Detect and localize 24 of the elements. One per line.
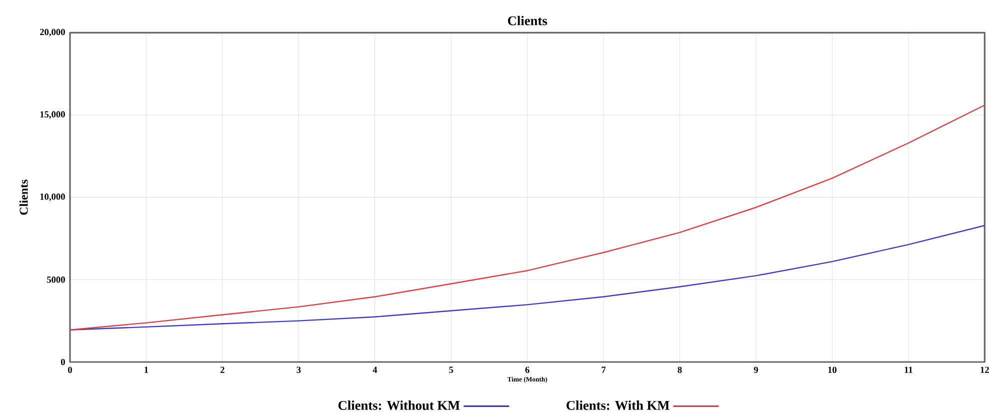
y-axis-title: Clients (19, 180, 28, 215)
line-series (70, 104, 985, 330)
y-tick-label: 5000 (47, 276, 65, 283)
legend-label: Clients: With KM (566, 400, 670, 410)
x-tick-label: 12 (980, 366, 989, 373)
x-tick-label: 0 (68, 366, 72, 373)
x-tick-label: 7 (602, 366, 606, 373)
legend-label: Clients: Without KM (338, 400, 460, 410)
x-tick-label: 11 (904, 366, 912, 373)
x-tick-label: 1 (144, 366, 148, 373)
x-tick-label: 10 (828, 366, 837, 373)
y-tick-label: 10,000 (40, 193, 65, 202)
y-tick-label: 0 (60, 358, 65, 366)
y-tick-label: 15,000 (40, 111, 65, 119)
y-tick-label: 20,000 (40, 28, 65, 36)
x-tick-label: 6 (525, 366, 530, 373)
x-tick-label: 9 (754, 366, 758, 373)
x-tick-label: 3 (296, 366, 301, 373)
chart-title: Clients (508, 16, 548, 26)
x-tick-label: 5 (449, 366, 454, 373)
x-tick-label: 8 (678, 366, 682, 373)
x-tick-label: 4 (372, 366, 378, 373)
line-series (70, 224, 985, 330)
x-tick-label: 2 (220, 366, 224, 373)
